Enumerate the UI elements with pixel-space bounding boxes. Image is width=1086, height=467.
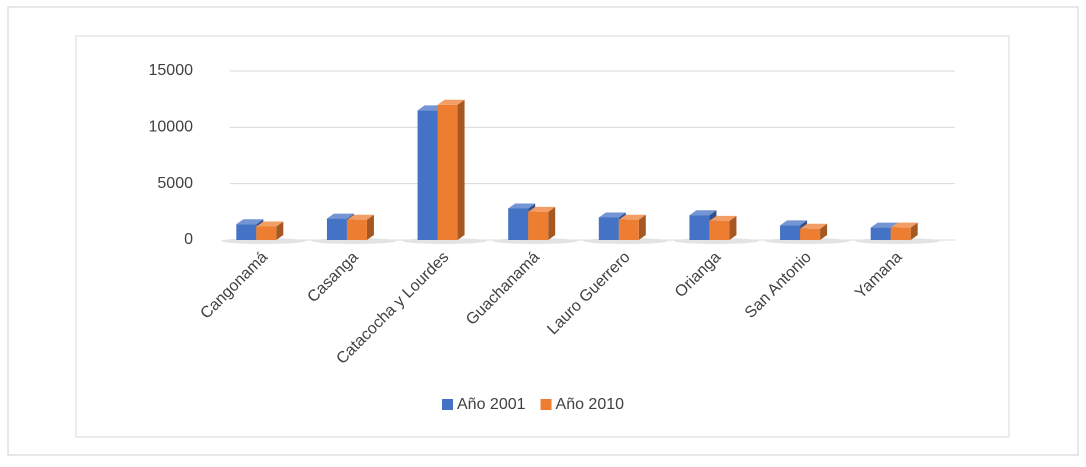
bar (689, 215, 710, 240)
y-tick-label: 10000 (149, 119, 194, 136)
y-tick-label: 5000 (157, 175, 193, 192)
bar-top (709, 215, 737, 221)
bar (598, 217, 619, 240)
bar-side (910, 222, 918, 240)
bar-side (820, 223, 828, 240)
bar-top (689, 210, 717, 216)
bar-side (729, 215, 737, 240)
bar-side (457, 99, 465, 240)
bar-top (346, 214, 374, 220)
bar (528, 211, 549, 240)
bar (800, 228, 821, 240)
y-tick-label: 15000 (149, 62, 194, 79)
bar-top (326, 213, 354, 219)
bar (709, 220, 730, 240)
bar-top (618, 214, 646, 220)
bar-top (508, 203, 536, 209)
legend-label: Año 2010 (556, 396, 625, 413)
legend-label: Año 2001 (457, 396, 526, 413)
bar (346, 219, 367, 240)
bar-side (366, 214, 374, 240)
bar-top (528, 206, 556, 212)
bar (256, 226, 277, 240)
bar-top (780, 220, 808, 226)
legend-swatch (442, 399, 453, 410)
bar-top (437, 99, 465, 105)
bar-top (598, 212, 626, 218)
bar-top (256, 221, 284, 227)
bar-top (890, 222, 918, 228)
bar (326, 218, 347, 240)
bar (508, 208, 529, 240)
bar-side (638, 214, 646, 240)
bar (417, 110, 438, 240)
bar (618, 219, 639, 240)
bar (890, 227, 911, 240)
bar (870, 227, 891, 240)
bar-side (276, 221, 284, 240)
y-tick-label: 0 (184, 231, 193, 248)
bar (780, 225, 801, 240)
bar-side (548, 206, 556, 240)
bar-top (236, 219, 264, 225)
bar (236, 224, 257, 240)
legend-swatch (540, 399, 552, 410)
bar-top (800, 223, 828, 229)
bar-top (870, 222, 898, 228)
bar (437, 104, 458, 240)
